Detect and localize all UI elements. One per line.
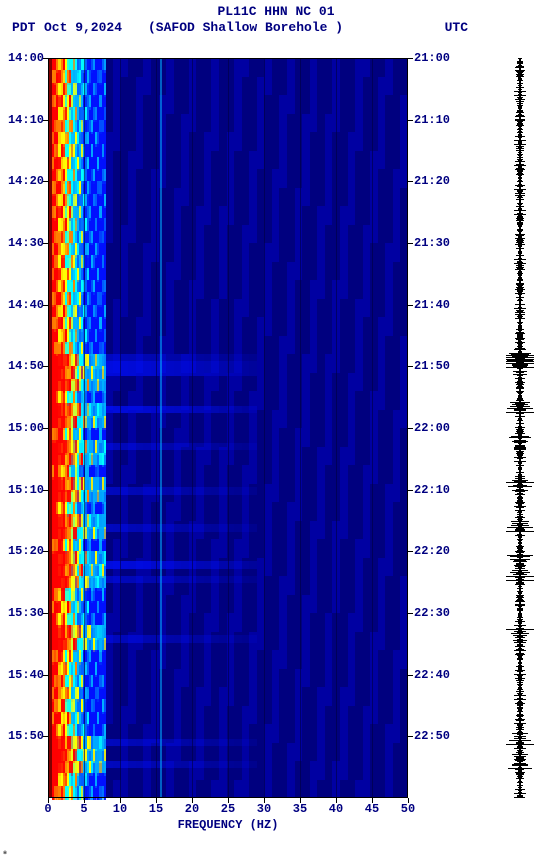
x-tick-mark: [372, 798, 373, 803]
y-tick-mark: [408, 613, 413, 614]
y-tick-left-label: 15:20: [2, 544, 44, 558]
grid-line: [372, 58, 373, 798]
y-tick-mark: [408, 551, 413, 552]
y-tick-mark: [43, 613, 48, 614]
y-tick-mark: [408, 428, 413, 429]
y-tick-mark: [408, 490, 413, 491]
y-tick-mark: [43, 490, 48, 491]
y-tick-mark: [43, 120, 48, 121]
x-tick-mark: [336, 798, 337, 803]
x-tick-label: 40: [329, 802, 343, 816]
station-label: (SAFOD Shallow Borehole ): [148, 20, 343, 35]
grid-line: [300, 58, 301, 798]
x-tick-label: 35: [293, 802, 307, 816]
spectrogram-plot: [48, 58, 408, 798]
y-tick-mark: [43, 736, 48, 737]
y-tick-left-label: 14:40: [2, 298, 44, 312]
grid-line: [228, 58, 229, 798]
grid-line: [192, 58, 193, 798]
x-tick-label: 15: [149, 802, 163, 816]
x-tick-mark: [48, 798, 49, 803]
x-tick-mark: [84, 798, 85, 803]
y-tick-mark: [408, 366, 413, 367]
spec-narrow-line: [160, 58, 163, 798]
x-tick-label: 5: [80, 802, 87, 816]
x-tick-label: 50: [401, 802, 415, 816]
x-tick-mark: [408, 798, 409, 803]
tz-right-label: UTC: [445, 20, 468, 35]
y-tick-right-label: 21:40: [414, 298, 450, 312]
y-tick-mark: [43, 428, 48, 429]
waveform-trace: [505, 58, 535, 798]
grid-line: [336, 58, 337, 798]
x-tick-label: 45: [365, 802, 379, 816]
y-tick-mark: [43, 675, 48, 676]
y-tick-left-label: 14:20: [2, 174, 44, 188]
x-tick-label: 0: [44, 802, 51, 816]
y-tick-mark: [408, 58, 413, 59]
x-tick-mark: [300, 798, 301, 803]
y-tick-right-label: 22:50: [414, 729, 450, 743]
y-tick-right-label: 21:50: [414, 359, 450, 373]
x-tick-mark: [228, 798, 229, 803]
y-tick-mark: [408, 736, 413, 737]
grid-line: [156, 58, 157, 798]
x-tick-mark: [264, 798, 265, 803]
y-tick-left-label: 14:00: [2, 51, 44, 65]
y-tick-mark: [43, 305, 48, 306]
grid-line: [120, 58, 121, 798]
date-label: Oct 9,2024: [44, 20, 122, 35]
x-axis-label: FREQUENCY (HZ): [48, 818, 408, 832]
y-tick-right-label: 22:40: [414, 668, 450, 682]
y-tick-left-label: 15:50: [2, 729, 44, 743]
y-tick-left-label: 15:40: [2, 668, 44, 682]
y-tick-mark: [408, 120, 413, 121]
y-tick-mark: [43, 243, 48, 244]
grid-line: [264, 58, 265, 798]
y-tick-right-label: 21:00: [414, 51, 450, 65]
y-tick-left-label: 14:50: [2, 359, 44, 373]
y-tick-left-label: 15:00: [2, 421, 44, 435]
y-tick-right-label: 21:10: [414, 113, 450, 127]
y-tick-mark: [43, 366, 48, 367]
y-tick-right-label: 21:30: [414, 236, 450, 250]
y-tick-left-label: 14:30: [2, 236, 44, 250]
y-tick-mark: [43, 58, 48, 59]
y-tick-right-label: 22:30: [414, 606, 450, 620]
x-tick-mark: [120, 798, 121, 803]
y-tick-mark: [408, 305, 413, 306]
y-tick-right-label: 21:20: [414, 174, 450, 188]
tz-left-label: PDT: [12, 20, 35, 35]
y-tick-left-label: 14:10: [2, 113, 44, 127]
y-tick-mark: [43, 551, 48, 552]
y-tick-mark: [408, 181, 413, 182]
y-tick-mark: [43, 181, 48, 182]
footer-mark: *: [2, 851, 8, 862]
y-tick-left-label: 15:10: [2, 483, 44, 497]
y-tick-mark: [408, 675, 413, 676]
x-tick-label: 30: [257, 802, 271, 816]
grid-line: [84, 58, 85, 798]
title-line1: PL11C HHN NC 01: [0, 4, 552, 19]
y-tick-right-label: 22:20: [414, 544, 450, 558]
y-tick-right-label: 22:10: [414, 483, 450, 497]
x-tick-label: 10: [113, 802, 127, 816]
x-tick-label: 25: [221, 802, 235, 816]
x-tick-mark: [156, 798, 157, 803]
y-tick-left-label: 15:30: [2, 606, 44, 620]
y-tick-right-label: 22:00: [414, 421, 450, 435]
x-tick-label: 20: [185, 802, 199, 816]
y-tick-mark: [408, 243, 413, 244]
x-tick-mark: [192, 798, 193, 803]
